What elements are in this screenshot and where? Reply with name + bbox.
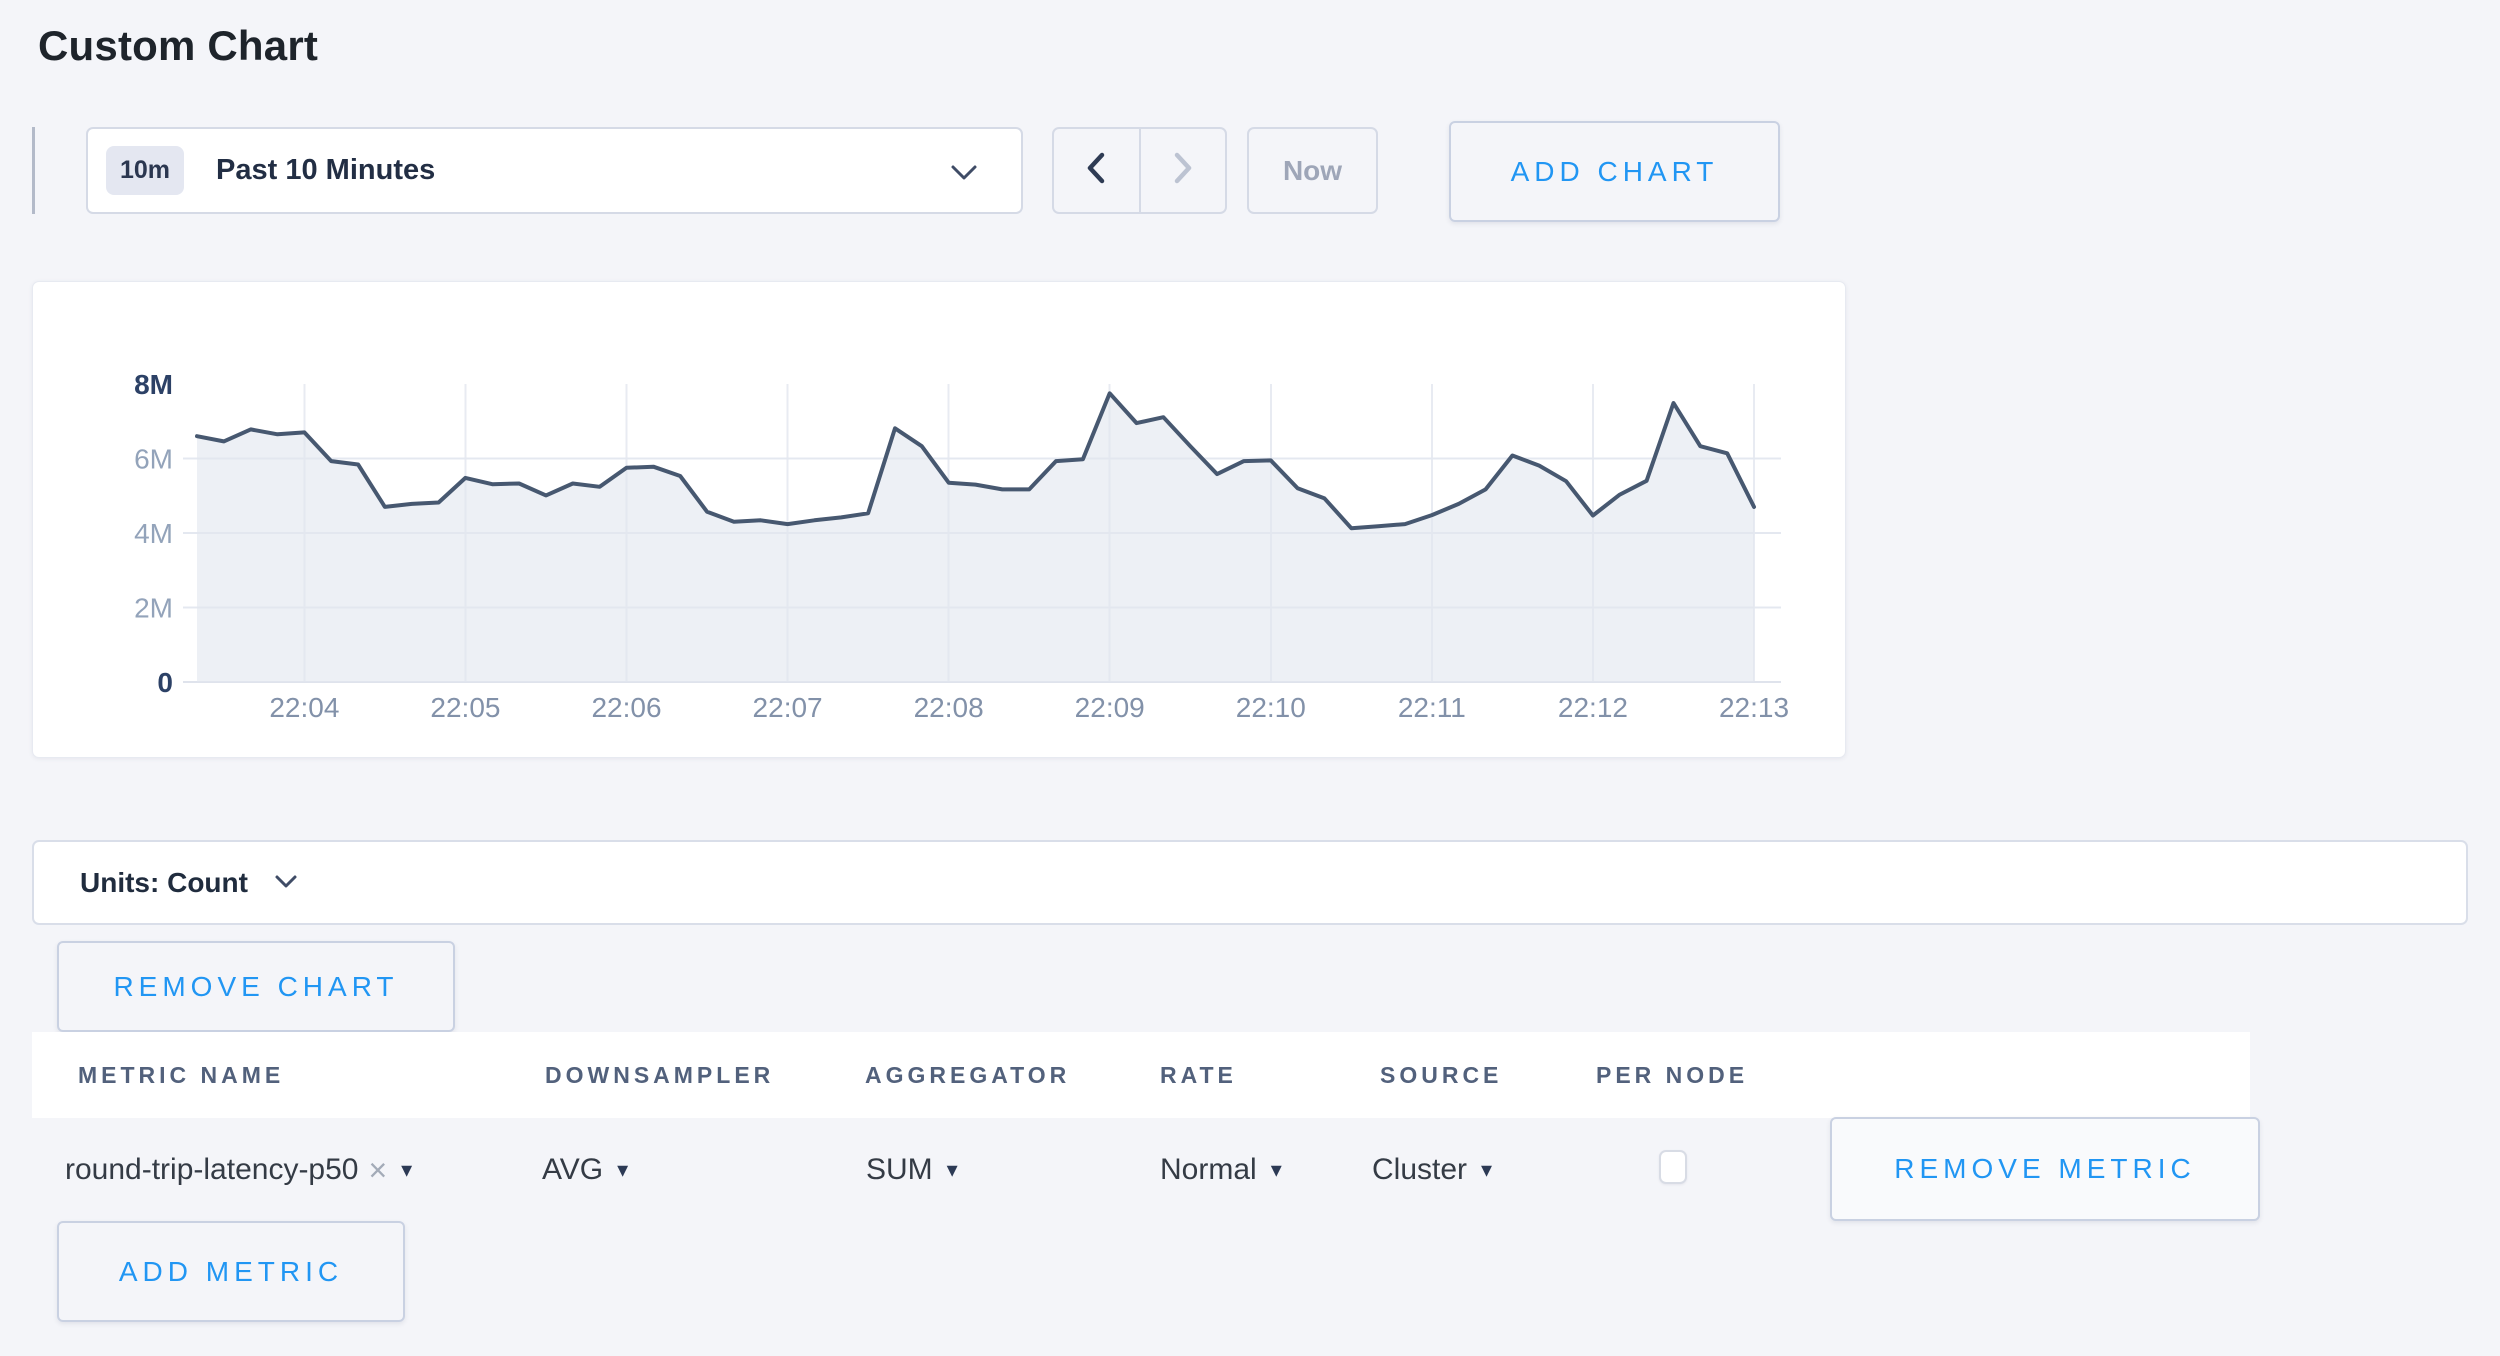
chevron-left-icon — [1083, 150, 1109, 191]
remove-metric-button[interactable]: REMOVE METRIC — [1830, 1117, 2260, 1221]
source-value: Cluster — [1372, 1153, 1468, 1186]
triangle-down-icon: ▾ — [401, 1157, 413, 1182]
column-header-aggregator: AGGREGATOR — [865, 1062, 1071, 1088]
y-axis-label: 4M — [134, 518, 173, 549]
chart-series-line — [195, 391, 1756, 531]
x-axis-label: 22:05 — [430, 692, 500, 723]
metrics-table-header: METRIC NAME DOWNSAMPLER AGGREGATOR RATE … — [32, 1032, 2250, 1118]
y-axis-label: 0 — [157, 667, 173, 698]
toolbar-left-divider — [32, 127, 35, 214]
units-dropdown[interactable]: Units: Count — [32, 840, 2468, 925]
triangle-down-icon: ▾ — [946, 1157, 958, 1182]
x-axis-label: 22:08 — [914, 692, 984, 723]
remove-chart-button[interactable]: REMOVE CHART — [57, 941, 455, 1032]
table-row: round-trip-latency-p50 × ▾ AVG ▾ SUM ▾ N… — [0, 1118, 2500, 1222]
now-button[interactable]: Now — [1247, 127, 1378, 214]
y-axis-label: 6M — [134, 444, 173, 475]
x-icon[interactable]: × — [368, 1151, 388, 1188]
x-axis-label: 22:11 — [1398, 692, 1466, 723]
timeseries-chart: 0 2M 4M 6M 8M 22:04 22:05 22:06 22:07 22:08 22:09 2… — [134, 369, 1789, 723]
x-axis-label: 22:12 — [1558, 692, 1628, 723]
column-header-per-node: PER NODE — [1596, 1062, 1749, 1088]
downsampler-value: AVG — [542, 1153, 604, 1186]
x-axis-label: 22:06 — [591, 692, 661, 723]
y-axis-label: 2M — [134, 593, 173, 624]
x-axis-label: 22:10 — [1236, 692, 1306, 723]
rate-select[interactable]: Normal ▾ — [1160, 1118, 1282, 1222]
chevron-right-icon — [1170, 150, 1196, 191]
page-title: Custom Chart — [38, 22, 319, 69]
column-header-rate: RATE — [1160, 1062, 1237, 1088]
add-chart-button[interactable]: ADD CHART — [1449, 121, 1780, 222]
time-step-back-button[interactable] — [1054, 129, 1141, 212]
column-header-metric-name: METRIC NAME — [78, 1062, 285, 1088]
time-range-dropdown[interactable]: 10m Past 10 Minutes — [86, 127, 1023, 214]
chevron-down-icon — [949, 163, 979, 188]
triangle-down-icon: ▾ — [1481, 1157, 1493, 1182]
x-axis-label: 22:04 — [269, 692, 339, 723]
x-axis-label: 22:09 — [1075, 692, 1145, 723]
column-header-source: SOURCE — [1380, 1062, 1503, 1088]
source-select[interactable]: Cluster ▾ — [1372, 1118, 1492, 1222]
triangle-down-icon: ▾ — [617, 1157, 629, 1182]
y-axis-label: 8M — [134, 369, 173, 400]
chevron-down-icon — [274, 874, 298, 895]
rate-value: Normal — [1160, 1153, 1257, 1186]
add-metric-button[interactable]: ADD METRIC — [57, 1221, 405, 1322]
time-step-controls — [1052, 127, 1227, 214]
column-header-downsampler: DOWNSAMPLER — [545, 1062, 775, 1088]
downsampler-select[interactable]: AVG ▾ — [542, 1118, 628, 1222]
aggregator-value: SUM — [866, 1153, 933, 1186]
per-node-checkbox[interactable] — [1659, 1150, 1687, 1184]
x-axis-label: 22:07 — [753, 692, 823, 723]
time-step-forward-button[interactable] — [1141, 129, 1226, 212]
aggregator-select[interactable]: SUM ▾ — [866, 1118, 958, 1222]
time-range-badge: 10m — [106, 146, 185, 195]
chart-area-fill — [197, 393, 1754, 682]
metric-name-select[interactable]: round-trip-latency-p50 × ▾ — [65, 1118, 412, 1222]
units-label: Units: Count — [80, 866, 248, 898]
x-axis-label: 22:13 — [1719, 692, 1789, 723]
time-range-label: Past 10 Minutes — [216, 154, 436, 186]
triangle-down-icon: ▾ — [1270, 1157, 1282, 1182]
metric-name-value: round-trip-latency-p50 — [65, 1153, 359, 1186]
chart-card: 0 2M 4M 6M 8M 22:04 22:05 22:06 22:07 22:08 22:09 2… — [32, 281, 1846, 758]
